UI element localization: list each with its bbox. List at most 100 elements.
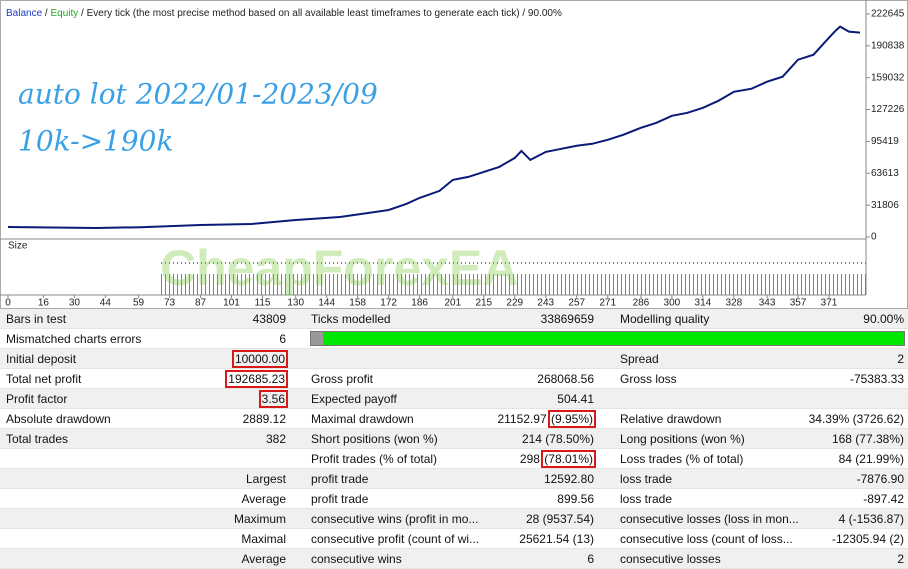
cell-text: Ticks modelled — [311, 312, 391, 326]
cell-label: Total trades — [6, 432, 68, 446]
cell-text: Short positions (won %) — [311, 432, 438, 446]
table-row: Absolute drawdown 2889.12 Maximal drawdown… — [0, 409, 908, 429]
header-separator: / — [42, 8, 50, 19]
cell-text: 12592.80 — [543, 472, 594, 486]
modelling-quality-bar — [310, 331, 905, 346]
cell-value: 168 (77.38%) — [832, 432, 904, 446]
cell-text: 28 (9537.54) — [525, 512, 594, 526]
cell-value: 382 — [266, 432, 286, 446]
cell-text: 214 (78.50%) — [521, 432, 594, 446]
x-tick-label: 300 — [664, 298, 681, 309]
cell-value: 2 — [897, 352, 904, 366]
cell-text: 2889.12 — [242, 412, 286, 426]
cell-text: 90.00% — [863, 312, 904, 326]
cell-label: consecutive profit (count of wi... — [311, 532, 479, 546]
x-tick-label: 0 — [5, 298, 11, 309]
cell-value: 33869659 — [541, 312, 594, 326]
cell-label: Mismatched charts errors — [6, 332, 141, 346]
cell-value: Largest — [246, 472, 286, 486]
cell-label: Ticks modelled — [311, 312, 391, 326]
cell-value: -897.42 — [863, 492, 904, 506]
cell-value: 34.39% (3726.62) — [809, 412, 904, 426]
cell-text: 84 (21.99%) — [838, 452, 904, 466]
cell-text: Gross loss — [620, 372, 677, 386]
y-tick-label: 63613 — [871, 168, 899, 179]
cell-text: Largest — [245, 472, 286, 486]
cell-text: 6 — [587, 552, 594, 566]
annotation: 10k->190k — [18, 125, 173, 158]
table-row: Maximal consecutive profit (count of wi..… — [0, 529, 908, 549]
y-tick-label: 95419 — [871, 136, 899, 147]
cell-text: Expected payoff — [311, 392, 397, 406]
table-row: Maximum consecutive wins (profit in mo...… — [0, 509, 908, 529]
cell-text: consecutive losses — [620, 552, 721, 566]
cell-value: 3.56 — [258, 390, 289, 408]
x-tick-label: 215 — [475, 298, 492, 309]
cell-value: 12592.80 — [544, 472, 594, 486]
table-row: Bars in test 43809 Ticks modelled 33869659 M… — [0, 309, 908, 329]
cell-text: 10000.00 — [231, 350, 289, 368]
cell-text: Maximum — [233, 512, 286, 526]
cell-text: Average — [241, 492, 286, 506]
table-row: Profit factor 3.56 Expected payoff 504.41 — [0, 389, 908, 409]
cell-text: 504.41 — [557, 392, 594, 406]
cell-label: Short positions (won %) — [311, 432, 438, 446]
cell-text: Gross profit — [311, 372, 374, 386]
cell-label: profit trade — [311, 492, 368, 506]
cell-label: loss trade — [620, 492, 672, 506]
table-row: Largest profit trade 12592.80 loss trade -78… — [0, 469, 908, 489]
cell-value: 504.41 — [557, 392, 594, 406]
cell-label: Loss trades (% of total) — [620, 452, 743, 466]
cell-part: 21152.97 — [497, 412, 547, 426]
cell-text: Mismatched charts errors — [6, 332, 142, 346]
cell-text: loss trade — [620, 472, 673, 486]
cell-text: Modelling quality — [620, 312, 710, 326]
size-bars — [160, 262, 866, 295]
cell-value: -12305.94 (2) — [832, 532, 904, 546]
x-tick-label: 16 — [38, 298, 50, 309]
cell-value: -75383.33 — [850, 372, 904, 386]
cell-value: 4 (-1536.87) — [839, 512, 904, 526]
table-row: Mismatched charts errors 6 — [0, 329, 908, 349]
cell-value: 21152.97 (9.95%) — [497, 410, 597, 428]
cell-label: Absolute drawdown — [6, 412, 111, 426]
table-row: Profit trades (% of total) 298 (78.01%) Lo… — [0, 449, 908, 469]
x-tick-label: 30 — [69, 298, 81, 309]
cell-label: Profit factor — [6, 392, 67, 406]
cell-value: 298 (78.01%) — [520, 450, 596, 468]
y-tick-label: 222645 — [871, 9, 905, 20]
cell-text: Profit trades (% of total) — [311, 452, 438, 466]
x-tick-label: 172 — [380, 298, 397, 309]
table-row: Initial deposit 10000.00 Spread 2 — [0, 349, 908, 369]
chart-header: Balance / Equity / Every tick (the most … — [6, 8, 562, 19]
y-tick-label: 190838 — [871, 40, 905, 51]
cell-label: Maximal drawdown — [311, 412, 414, 426]
cell-text: Maximal — [241, 532, 286, 546]
cell-value: Maximum — [234, 512, 286, 526]
cell-text: Relative drawdown — [620, 412, 722, 426]
x-tick-label: 343 — [759, 298, 776, 309]
cell-value: 214 (78.50%) — [522, 432, 594, 446]
cell-label: Initial deposit — [6, 352, 76, 366]
x-tick-label: 158 — [349, 298, 366, 309]
cell-value: Average — [242, 552, 286, 566]
cell-part: (9.95%) — [547, 410, 597, 428]
x-tick-label: 257 — [568, 298, 585, 309]
y-tick-label: 127226 — [871, 104, 905, 115]
x-tick-label: 87 — [195, 298, 207, 309]
legend-balance: Balance — [6, 8, 43, 19]
cell-value: 192685.23 — [225, 370, 288, 388]
cell-value: 2 — [897, 552, 904, 566]
cell-label: Modelling quality — [620, 312, 709, 326]
x-tick-label: 357 — [790, 298, 807, 309]
x-tick-label: 101 — [223, 298, 240, 309]
cell-text: Spread — [620, 352, 659, 366]
cell-text: 4 (-1536.87) — [838, 512, 904, 526]
cell-value: Average — [242, 492, 286, 506]
x-tick-label: 229 — [506, 298, 523, 309]
cell-text: 192685.23 — [225, 370, 288, 388]
cell-value: 6 — [587, 552, 594, 566]
header-text: / Every tick (the most precise method ba… — [78, 8, 562, 19]
cell-label: Profit trades (% of total) — [311, 452, 437, 466]
cell-text: Long positions (won %) — [620, 432, 745, 446]
